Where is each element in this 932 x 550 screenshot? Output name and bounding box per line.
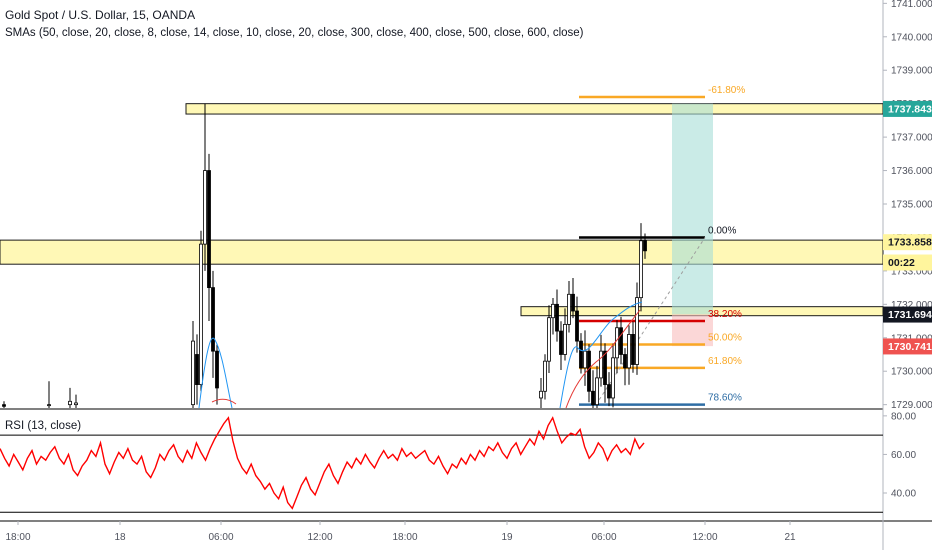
position-stop-area bbox=[672, 314, 713, 347]
sma-line bbox=[565, 309, 641, 409]
candle-body bbox=[191, 340, 195, 406]
x-tick-label: 21 bbox=[784, 532, 796, 543]
fib-level-label: 61.80% bbox=[708, 356, 742, 367]
candle-body bbox=[619, 327, 623, 355]
sma-line bbox=[559, 301, 643, 409]
candle-body bbox=[603, 350, 607, 385]
candle-body bbox=[203, 170, 207, 245]
candle-body bbox=[623, 354, 627, 369]
fib-level-label: 38.20% bbox=[708, 309, 742, 320]
y-tick-label: 1730.000 bbox=[891, 367, 932, 378]
x-tick-label: 18:00 bbox=[392, 532, 417, 543]
candle-body bbox=[627, 334, 631, 369]
y-tick-label: 1733.000 bbox=[891, 266, 932, 277]
candle-body bbox=[211, 287, 215, 352]
x-tick-label: 06:00 bbox=[208, 532, 233, 543]
y-tick-label: 1729.000 bbox=[891, 400, 932, 411]
rsi-line bbox=[0, 416, 645, 510]
x-tick-label: 18:00 bbox=[5, 532, 30, 543]
fib-level-label: 50.00% bbox=[708, 332, 742, 343]
price-label-box bbox=[883, 254, 932, 271]
candle-body bbox=[635, 297, 639, 365]
candle-body bbox=[631, 334, 635, 365]
candle-body bbox=[607, 384, 611, 399]
candle-body bbox=[543, 360, 547, 392]
candle-body bbox=[551, 303, 555, 319]
x-tick-label: 19 bbox=[501, 532, 513, 543]
resistance-zone bbox=[185, 103, 884, 115]
fib-level-label: -61.80% bbox=[708, 85, 745, 96]
candle-body bbox=[47, 404, 51, 407]
candle-body bbox=[539, 390, 543, 399]
candle-body bbox=[599, 350, 603, 379]
candle-body bbox=[579, 340, 583, 369]
fib-level-label: 0.00% bbox=[708, 225, 736, 236]
candle-body bbox=[207, 170, 211, 289]
y-tick-label: 1739.000 bbox=[891, 66, 932, 77]
mid-zone bbox=[0, 239, 884, 265]
rsi-label: RSI (13, close) bbox=[5, 420, 82, 432]
candle-body bbox=[199, 243, 203, 385]
y-tick-label: 1736.000 bbox=[891, 166, 932, 177]
sma-line bbox=[198, 337, 233, 409]
candle-body bbox=[571, 293, 575, 312]
candle-body bbox=[575, 310, 579, 342]
price-label-box bbox=[883, 306, 932, 323]
price-label: 1737.843 bbox=[888, 103, 932, 115]
position-target-area bbox=[672, 103, 713, 315]
price-label: 00:22 bbox=[888, 257, 915, 269]
price-label-box bbox=[883, 100, 932, 117]
x-tick-label: 18 bbox=[114, 532, 126, 543]
candle-body bbox=[74, 402, 78, 406]
price-label: 1733.858 bbox=[888, 237, 932, 249]
candle-body bbox=[195, 354, 199, 385]
candle-body bbox=[555, 303, 559, 332]
price-label-box bbox=[883, 338, 932, 355]
y-tick-label: 1735.000 bbox=[891, 200, 932, 211]
candle-body bbox=[639, 240, 643, 299]
rsi-y-tick-label: 60.00 bbox=[891, 450, 916, 461]
candle-body bbox=[643, 240, 647, 252]
sma-legend: SMAs (50, close, 20, close, 8, close, 14… bbox=[5, 27, 584, 39]
candle-body bbox=[567, 293, 571, 325]
sma-line bbox=[211, 398, 237, 405]
candle-body bbox=[559, 330, 563, 355]
price-label: 1730.741 bbox=[888, 341, 932, 353]
candle-body bbox=[583, 350, 587, 369]
chart-title: Gold Spot / U.S. Dollar, 15, OANDA bbox=[5, 8, 196, 22]
price-label: 1731.694 bbox=[888, 309, 932, 321]
candle-body bbox=[547, 317, 551, 362]
x-tick-label: 06:00 bbox=[591, 532, 616, 543]
fib-level-label: 78.60% bbox=[708, 393, 742, 404]
candle-body bbox=[215, 350, 219, 389]
candle-body bbox=[2, 404, 6, 407]
x-tick-label: 12:00 bbox=[307, 532, 332, 543]
rsi-y-tick-label: 80.00 bbox=[891, 411, 916, 422]
candle-body bbox=[595, 377, 599, 406]
candle-body bbox=[611, 357, 615, 399]
candle-body bbox=[587, 350, 591, 392]
rsi-y-tick-label: 40.00 bbox=[891, 489, 916, 500]
candle-body bbox=[615, 327, 619, 359]
y-tick-label: 1732.000 bbox=[891, 300, 932, 311]
y-tick-label: 1737.000 bbox=[891, 133, 932, 144]
y-tick-label: 1741.000 bbox=[891, 0, 932, 10]
price-label-box bbox=[883, 234, 932, 251]
x-tick-label: 12:00 bbox=[692, 532, 717, 543]
candle-body bbox=[563, 323, 567, 355]
y-tick-label: 1740.000 bbox=[891, 32, 932, 43]
candle-body bbox=[591, 390, 595, 406]
candle-body bbox=[68, 400, 72, 406]
